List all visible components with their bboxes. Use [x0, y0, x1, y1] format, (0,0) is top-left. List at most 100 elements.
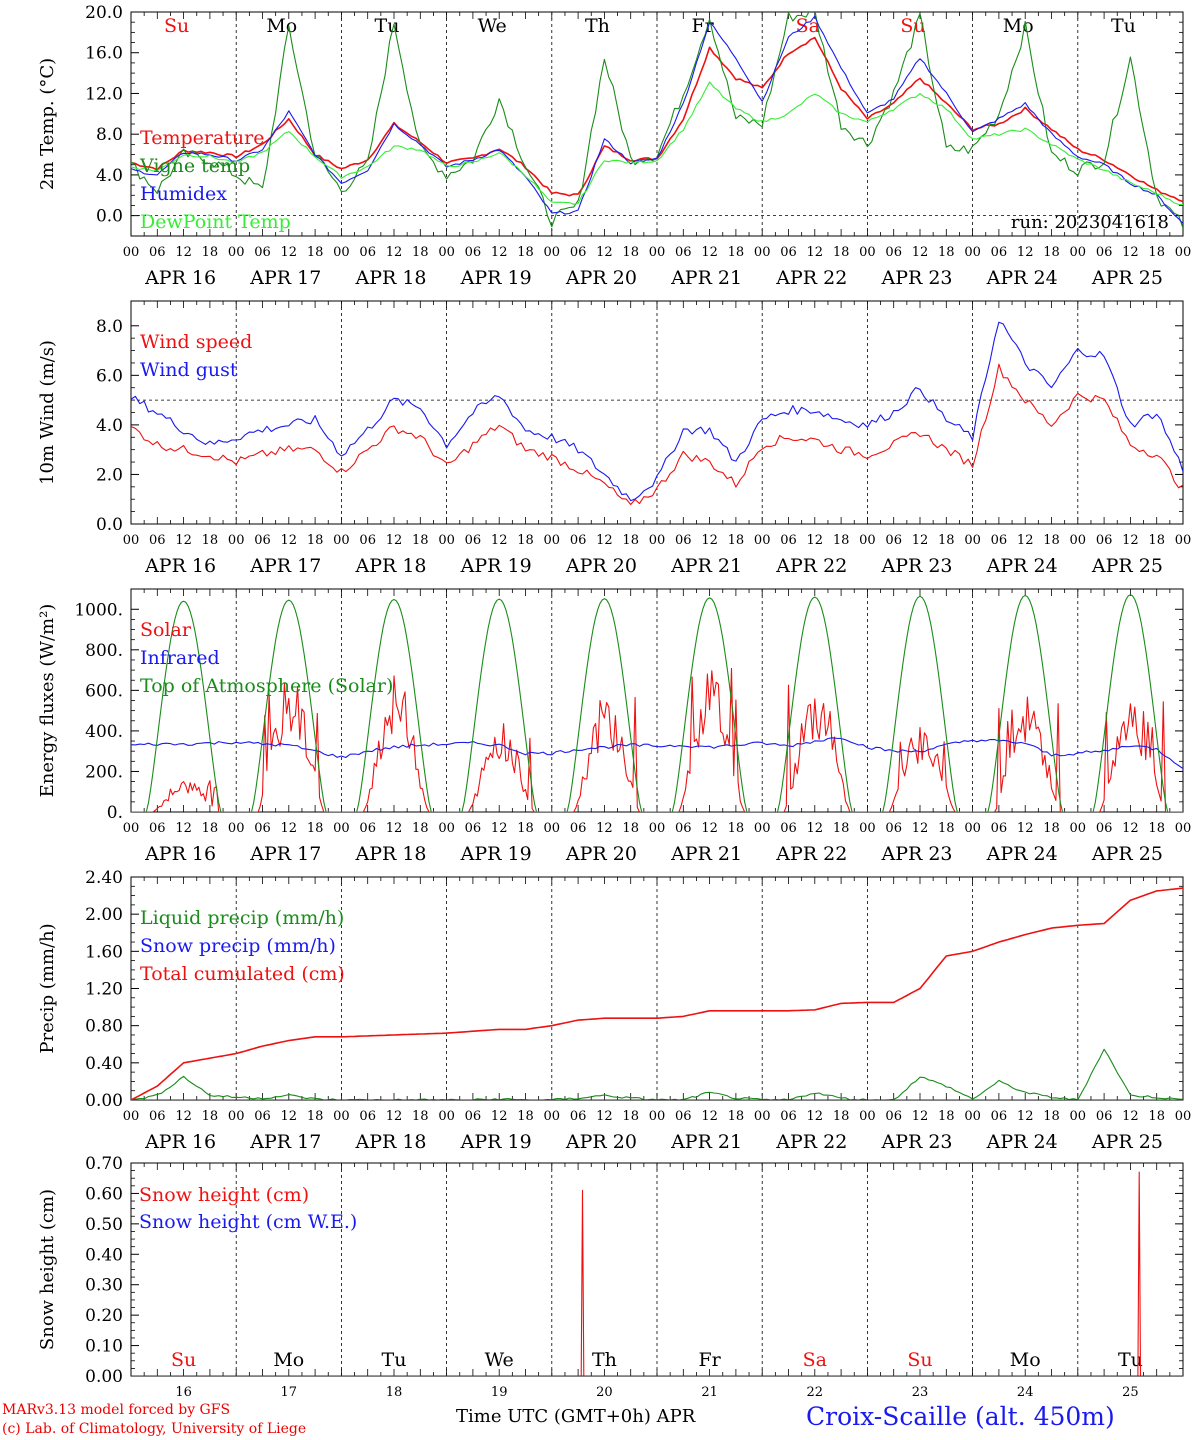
hour-tick-label: 18 [938, 1109, 955, 1124]
legend-entry: DewPoint Temp [140, 211, 291, 233]
hour-tick-label: 18 [622, 1109, 639, 1124]
date-label: APR 23 [880, 1131, 952, 1153]
hour-tick-label: 06 [359, 1109, 376, 1124]
day-number-label: 22 [807, 1385, 824, 1400]
hour-tick-label: 06 [991, 533, 1008, 548]
legend-entry: Wind gust [140, 359, 238, 381]
y-axis-label: Energy fluxes (W/m²) [37, 604, 58, 798]
hour-tick-label: 00 [1175, 821, 1192, 836]
hour-tick-label: 12 [175, 533, 192, 548]
day-number-label: 17 [281, 1385, 298, 1400]
hour-tick-label: 00 [123, 245, 140, 260]
hour-tick-label: 12 [281, 533, 298, 548]
hour-tick-label: 18 [1043, 533, 1060, 548]
hour-tick-label: 00 [438, 245, 455, 260]
series-line-liquid-precip-mm-h [131, 1048, 1183, 1100]
hour-tick-label: 12 [596, 533, 613, 548]
weekday-label: Sa [803, 1349, 827, 1371]
hour-tick-label: 12 [281, 821, 298, 836]
weekday-label: Sa [796, 15, 820, 37]
y-tick-label: 200. [85, 762, 123, 782]
hour-tick-label: 12 [807, 1109, 824, 1124]
hour-tick-label: 00 [333, 1109, 350, 1124]
weekday-label: Mo [266, 15, 297, 37]
hour-tick-label: 00 [754, 1109, 771, 1124]
series-line-humidex [131, 15, 1183, 224]
date-label: APR 22 [775, 267, 847, 289]
hour-tick-label: 06 [359, 245, 376, 260]
hour-tick-label: 00 [754, 821, 771, 836]
weekday-label: Tu [1118, 1349, 1143, 1371]
panel-energy: 0. 200. 400. 600. 800. 1000. Energy fluxes (W/… [37, 588, 1192, 865]
y-tick-label: 6.0 [96, 366, 123, 386]
station-name: Croix-Scaille (alt. 450m) [806, 1402, 1115, 1431]
hour-tick-label: 00 [964, 245, 981, 260]
y-tick-label: 12.0 [85, 84, 123, 104]
legend-entry: Wind speed [140, 331, 252, 353]
hour-tick-label: 18 [1043, 1109, 1060, 1124]
hour-tick-label: 12 [701, 533, 718, 548]
hour-tick-label: 12 [912, 821, 929, 836]
hour-tick-label: 18 [1148, 1109, 1165, 1124]
hour-tick-label: 06 [675, 245, 692, 260]
weekday-label: We [485, 1349, 514, 1371]
date-label: APR 20 [565, 1131, 637, 1153]
legend-entry: Snow height (cm) [139, 1184, 309, 1206]
hour-tick-label: 12 [701, 1109, 718, 1124]
hour-tick-label: 06 [465, 533, 482, 548]
y-tick-label: 0.50 [85, 1215, 123, 1235]
series-line-solar [131, 667, 1183, 812]
hour-tick-label: 00 [333, 533, 350, 548]
hour-tick-label: 12 [701, 245, 718, 260]
hour-tick-label: 18 [202, 821, 219, 836]
hour-tick-label: 12 [491, 533, 508, 548]
series-group [131, 594, 1183, 812]
hour-tick-label: 06 [885, 1109, 902, 1124]
legend-entry: Infrared [140, 647, 220, 669]
hour-tick-label: 00 [649, 1109, 666, 1124]
plot-frame [130, 11, 1184, 237]
hour-tick-label: 00 [859, 245, 876, 260]
date-label: APR 16 [144, 843, 216, 865]
hour-tick-label: 18 [938, 533, 955, 548]
hour-tick-label: 18 [412, 533, 429, 548]
hour-tick-label: 18 [307, 1109, 324, 1124]
hour-tick-label: 00 [754, 245, 771, 260]
hour-tick-label: 00 [859, 821, 876, 836]
hour-tick-label: 18 [833, 1109, 850, 1124]
hour-tick-label: 18 [517, 1109, 534, 1124]
hour-tick-label: 00 [123, 1109, 140, 1124]
date-label: APR 18 [354, 1131, 426, 1153]
y-axis-label: 10m Wind (m/s) [37, 340, 58, 485]
y-tick-label: 0.30 [85, 1276, 123, 1296]
weekday-label: Th [592, 1349, 617, 1371]
hour-tick-label: 12 [1017, 1109, 1034, 1124]
hour-tick-label: 00 [1070, 821, 1087, 836]
hour-tick-label: 12 [1122, 533, 1139, 548]
hour-tick-label: 00 [333, 821, 350, 836]
hour-tick-label: 12 [386, 821, 403, 836]
date-label: APR 16 [144, 267, 216, 289]
hour-tick-label: 00 [964, 1109, 981, 1124]
hour-tick-label: 06 [359, 821, 376, 836]
hour-tick-label: 18 [412, 821, 429, 836]
hour-tick-label: 06 [149, 533, 166, 548]
hour-tick-label: 12 [1122, 1109, 1139, 1124]
date-label: APR 16 [144, 1131, 216, 1153]
date-label: APR 21 [670, 1131, 742, 1153]
series-group [131, 321, 1183, 506]
hour-tick-label: 00 [123, 533, 140, 548]
hour-tick-label: 18 [202, 1109, 219, 1124]
weekday-label: Mo [1010, 1349, 1041, 1371]
x-axis-title: Time UTC (GMT+0h) APR [456, 1406, 696, 1427]
hour-tick-label: 12 [386, 1109, 403, 1124]
y-tick-label: 0.70 [85, 1154, 123, 1174]
date-label: APR 19 [460, 267, 532, 289]
hour-tick-label: 06 [359, 533, 376, 548]
hour-tick-label: 00 [228, 821, 245, 836]
legend-entry: Temperature [140, 127, 264, 149]
hour-tick-label: 06 [465, 821, 482, 836]
y-tick-label: 2.40 [85, 868, 123, 888]
hour-tick-label: 12 [807, 533, 824, 548]
